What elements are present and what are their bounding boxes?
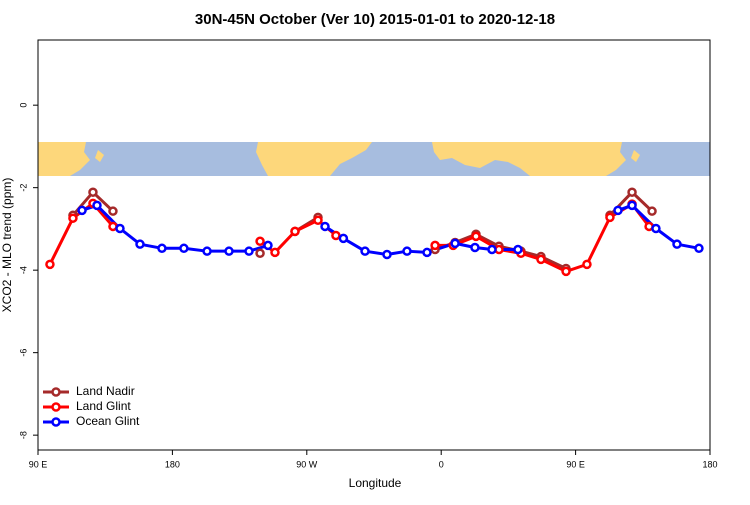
data-point xyxy=(92,200,102,211)
x-tick-label: 90 E xyxy=(29,459,48,469)
data-point xyxy=(115,223,125,234)
data-point xyxy=(422,247,432,258)
y-tick-label: -4 xyxy=(18,266,28,274)
data-point xyxy=(224,246,234,256)
data-point xyxy=(157,243,167,254)
data-point xyxy=(605,212,615,223)
x-axis-label: Longitude xyxy=(349,476,402,490)
data-point xyxy=(338,233,349,244)
data-point xyxy=(450,238,460,249)
data-point xyxy=(647,206,657,216)
data-point xyxy=(255,236,265,247)
data-point xyxy=(627,200,637,211)
map-land xyxy=(575,142,626,176)
legend-marker xyxy=(51,417,61,427)
data-point xyxy=(672,239,682,249)
data-point xyxy=(179,243,189,254)
legend-label: Land Nadir xyxy=(76,384,135,398)
y-axis-label: XCO2 - MLO trend (ppm) xyxy=(0,178,14,313)
data-point xyxy=(470,242,480,253)
x-tick-label: 180 xyxy=(702,459,717,469)
map-land xyxy=(95,150,104,162)
data-point xyxy=(513,244,523,255)
legend-label: Ocean Glint xyxy=(76,414,140,428)
data-point xyxy=(694,243,704,254)
data-point xyxy=(270,247,280,258)
data-point xyxy=(290,226,300,237)
data-point xyxy=(582,259,592,270)
data-point xyxy=(244,246,254,256)
x-tick-label: 0 xyxy=(439,459,444,469)
map-land xyxy=(631,150,640,162)
data-point xyxy=(135,239,145,249)
data-point xyxy=(313,215,323,226)
data-point xyxy=(561,266,571,277)
data-point xyxy=(651,223,661,234)
data-point xyxy=(108,206,118,216)
map-land xyxy=(256,142,372,176)
y-tick-label: -8 xyxy=(18,431,28,439)
plot-frame xyxy=(37,39,711,451)
data-point xyxy=(627,187,637,197)
data-point xyxy=(487,244,497,255)
series-line xyxy=(71,190,654,270)
data-point xyxy=(320,221,330,232)
legend-marker xyxy=(51,387,61,397)
series-line xyxy=(48,201,651,273)
legend-marker xyxy=(51,402,61,412)
y-tick-label: 0 xyxy=(18,103,28,108)
data-point xyxy=(77,205,87,216)
world-map-strip xyxy=(38,142,710,176)
data-point xyxy=(255,248,265,258)
data-point xyxy=(360,246,370,256)
data-point xyxy=(45,259,55,270)
x-tick-label: 180 xyxy=(165,459,180,469)
data-point xyxy=(402,246,412,256)
data-point xyxy=(536,254,546,265)
data-point xyxy=(613,205,623,216)
data-point xyxy=(263,240,273,251)
data-point xyxy=(430,240,440,251)
data-point xyxy=(88,187,98,197)
data-point xyxy=(202,246,212,256)
data-point xyxy=(68,213,78,223)
map-land xyxy=(432,142,575,176)
x-tick-label: 90 E xyxy=(566,459,585,469)
y-tick-label: -6 xyxy=(18,349,28,357)
chart-title: 30N-45N October (Ver 10) 2015-01-01 to 2… xyxy=(195,11,555,28)
data-point xyxy=(471,231,481,242)
x-tick-label: 90 W xyxy=(296,459,318,469)
data-point xyxy=(331,230,341,241)
map-land xyxy=(38,142,90,176)
legend-label: Land Glint xyxy=(76,399,131,413)
data-point xyxy=(382,249,392,260)
y-tick-label: -2 xyxy=(18,184,28,192)
